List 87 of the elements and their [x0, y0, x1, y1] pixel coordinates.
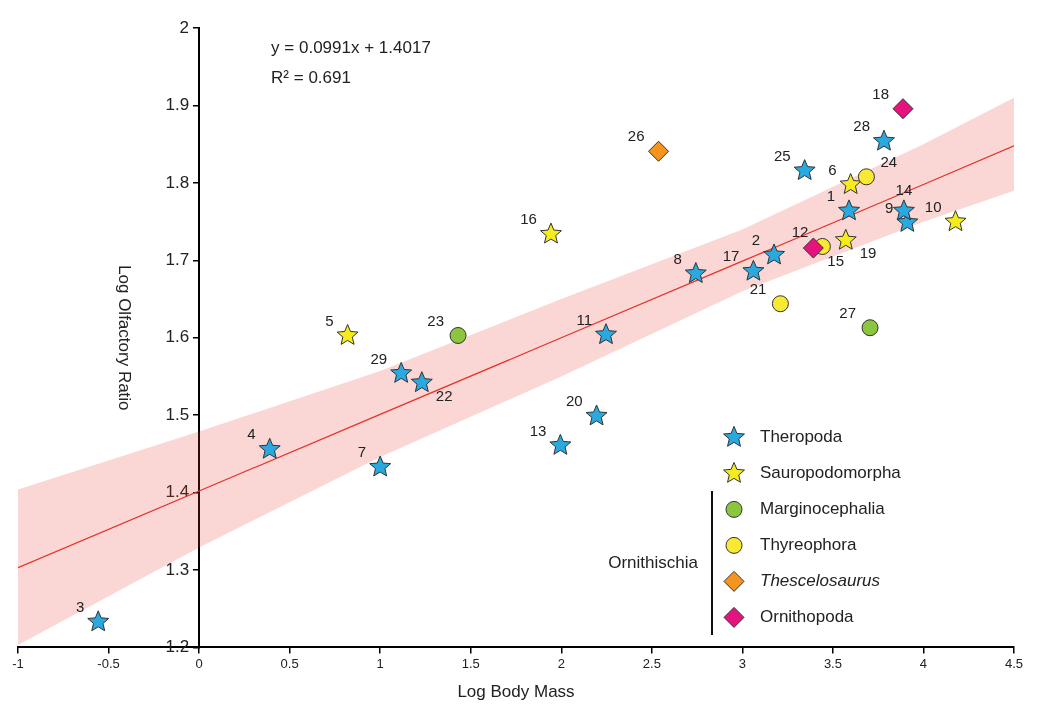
- point: [834, 228, 857, 250]
- point: [873, 129, 895, 151]
- x-tick-label: 3.5: [823, 655, 842, 671]
- y-tick-label: 1.7: [165, 250, 190, 270]
- annotation: 25: [773, 146, 791, 164]
- point: [742, 259, 765, 281]
- annotation: 7: [357, 443, 367, 461]
- annotation: 4: [247, 425, 256, 443]
- point: [369, 455, 392, 477]
- x-tick-label: 0.5: [280, 655, 299, 671]
- annotation: 21: [749, 279, 767, 297]
- annotation: R² = 0.691: [271, 67, 351, 87]
- x-tick-label: 4: [919, 655, 928, 671]
- x-tick-label: 2.5: [642, 655, 661, 671]
- annotation: 1: [826, 187, 836, 204]
- point: [390, 361, 413, 383]
- point: [839, 173, 862, 194]
- point: [793, 159, 816, 181]
- x-tick-label: 3: [738, 655, 746, 671]
- annotation: 17: [722, 247, 740, 265]
- annotation: y = 0.0991x + 1.4017: [271, 37, 431, 57]
- point: [336, 323, 359, 345]
- annotation: 8: [673, 249, 682, 267]
- x-tick-label: 1.5: [461, 655, 480, 671]
- annotation: 23: [427, 311, 445, 329]
- point: [857, 168, 875, 186]
- annotation: 15: [827, 252, 845, 270]
- point: [684, 262, 707, 283]
- point: [861, 319, 879, 337]
- point: [595, 323, 617, 345]
- x-tick-label: 2: [557, 655, 565, 671]
- y-tick-label: 1.8: [165, 172, 190, 192]
- y-tick-label: 1.5: [165, 404, 190, 424]
- annotation: 20: [565, 392, 583, 410]
- y-axis-title: Log Olfactory Ratio: [115, 265, 135, 411]
- point: [892, 199, 915, 221]
- x-tick-label: -1: [12, 655, 24, 671]
- annotation: 14: [895, 181, 913, 198]
- point: [410, 371, 433, 393]
- legend-label: Thyreophora: [760, 535, 857, 555]
- annotation: 16: [520, 210, 537, 228]
- y-tick-label: 2: [179, 17, 190, 37]
- annotation: 11: [576, 310, 593, 328]
- point: [648, 140, 670, 162]
- point: [539, 222, 562, 244]
- annotation: 27: [839, 303, 857, 321]
- point: [449, 326, 467, 344]
- point: [763, 243, 786, 265]
- point: [838, 199, 860, 221]
- point: [87, 610, 110, 632]
- point: [892, 98, 914, 120]
- y-tick-label: 1.9: [165, 95, 190, 115]
- annotation: 22: [435, 386, 453, 404]
- x-tick-label: 1: [376, 655, 384, 671]
- point: [549, 433, 572, 455]
- point: [802, 237, 824, 259]
- y-tick-label: 1.6: [165, 327, 190, 347]
- y-tick-label: 1.3: [165, 559, 190, 579]
- annotation: 10: [924, 197, 942, 215]
- annotation: 9: [884, 198, 894, 216]
- annotation: 24: [880, 152, 898, 170]
- annotation: 2: [751, 231, 761, 249]
- y-tick-label: 1.4: [165, 482, 190, 502]
- x-tick-label: 0: [195, 655, 203, 671]
- x-axis-title: Log Body Mass: [457, 682, 575, 702]
- x-tick-label: 4.5: [1004, 655, 1024, 671]
- legend-label: Marginocephalia: [760, 499, 886, 519]
- annotation: 19: [859, 244, 877, 262]
- legend-label: Thescelosaurus: [760, 571, 881, 591]
- annotation: 5: [325, 311, 334, 329]
- annotation: 26: [627, 127, 645, 145]
- legend-label: Sauropodomorpha: [760, 463, 902, 483]
- point: [585, 404, 608, 426]
- legend-label: Ornithopoda: [760, 607, 855, 627]
- point: [258, 437, 281, 459]
- annotation: Ornithischia: [608, 553, 699, 573]
- annotation: 6: [828, 160, 837, 178]
- annotation: 18: [872, 84, 889, 102]
- annotation: 13: [529, 421, 547, 439]
- x-tick-label: -0.5: [97, 655, 120, 671]
- annotation: 28: [853, 117, 870, 135]
- point: [944, 210, 967, 232]
- annotation: 3: [75, 598, 85, 615]
- legend-label: Theropoda: [760, 427, 843, 447]
- point: [771, 295, 789, 313]
- annotation: 12: [791, 222, 809, 240]
- annotation: 29: [370, 349, 388, 367]
